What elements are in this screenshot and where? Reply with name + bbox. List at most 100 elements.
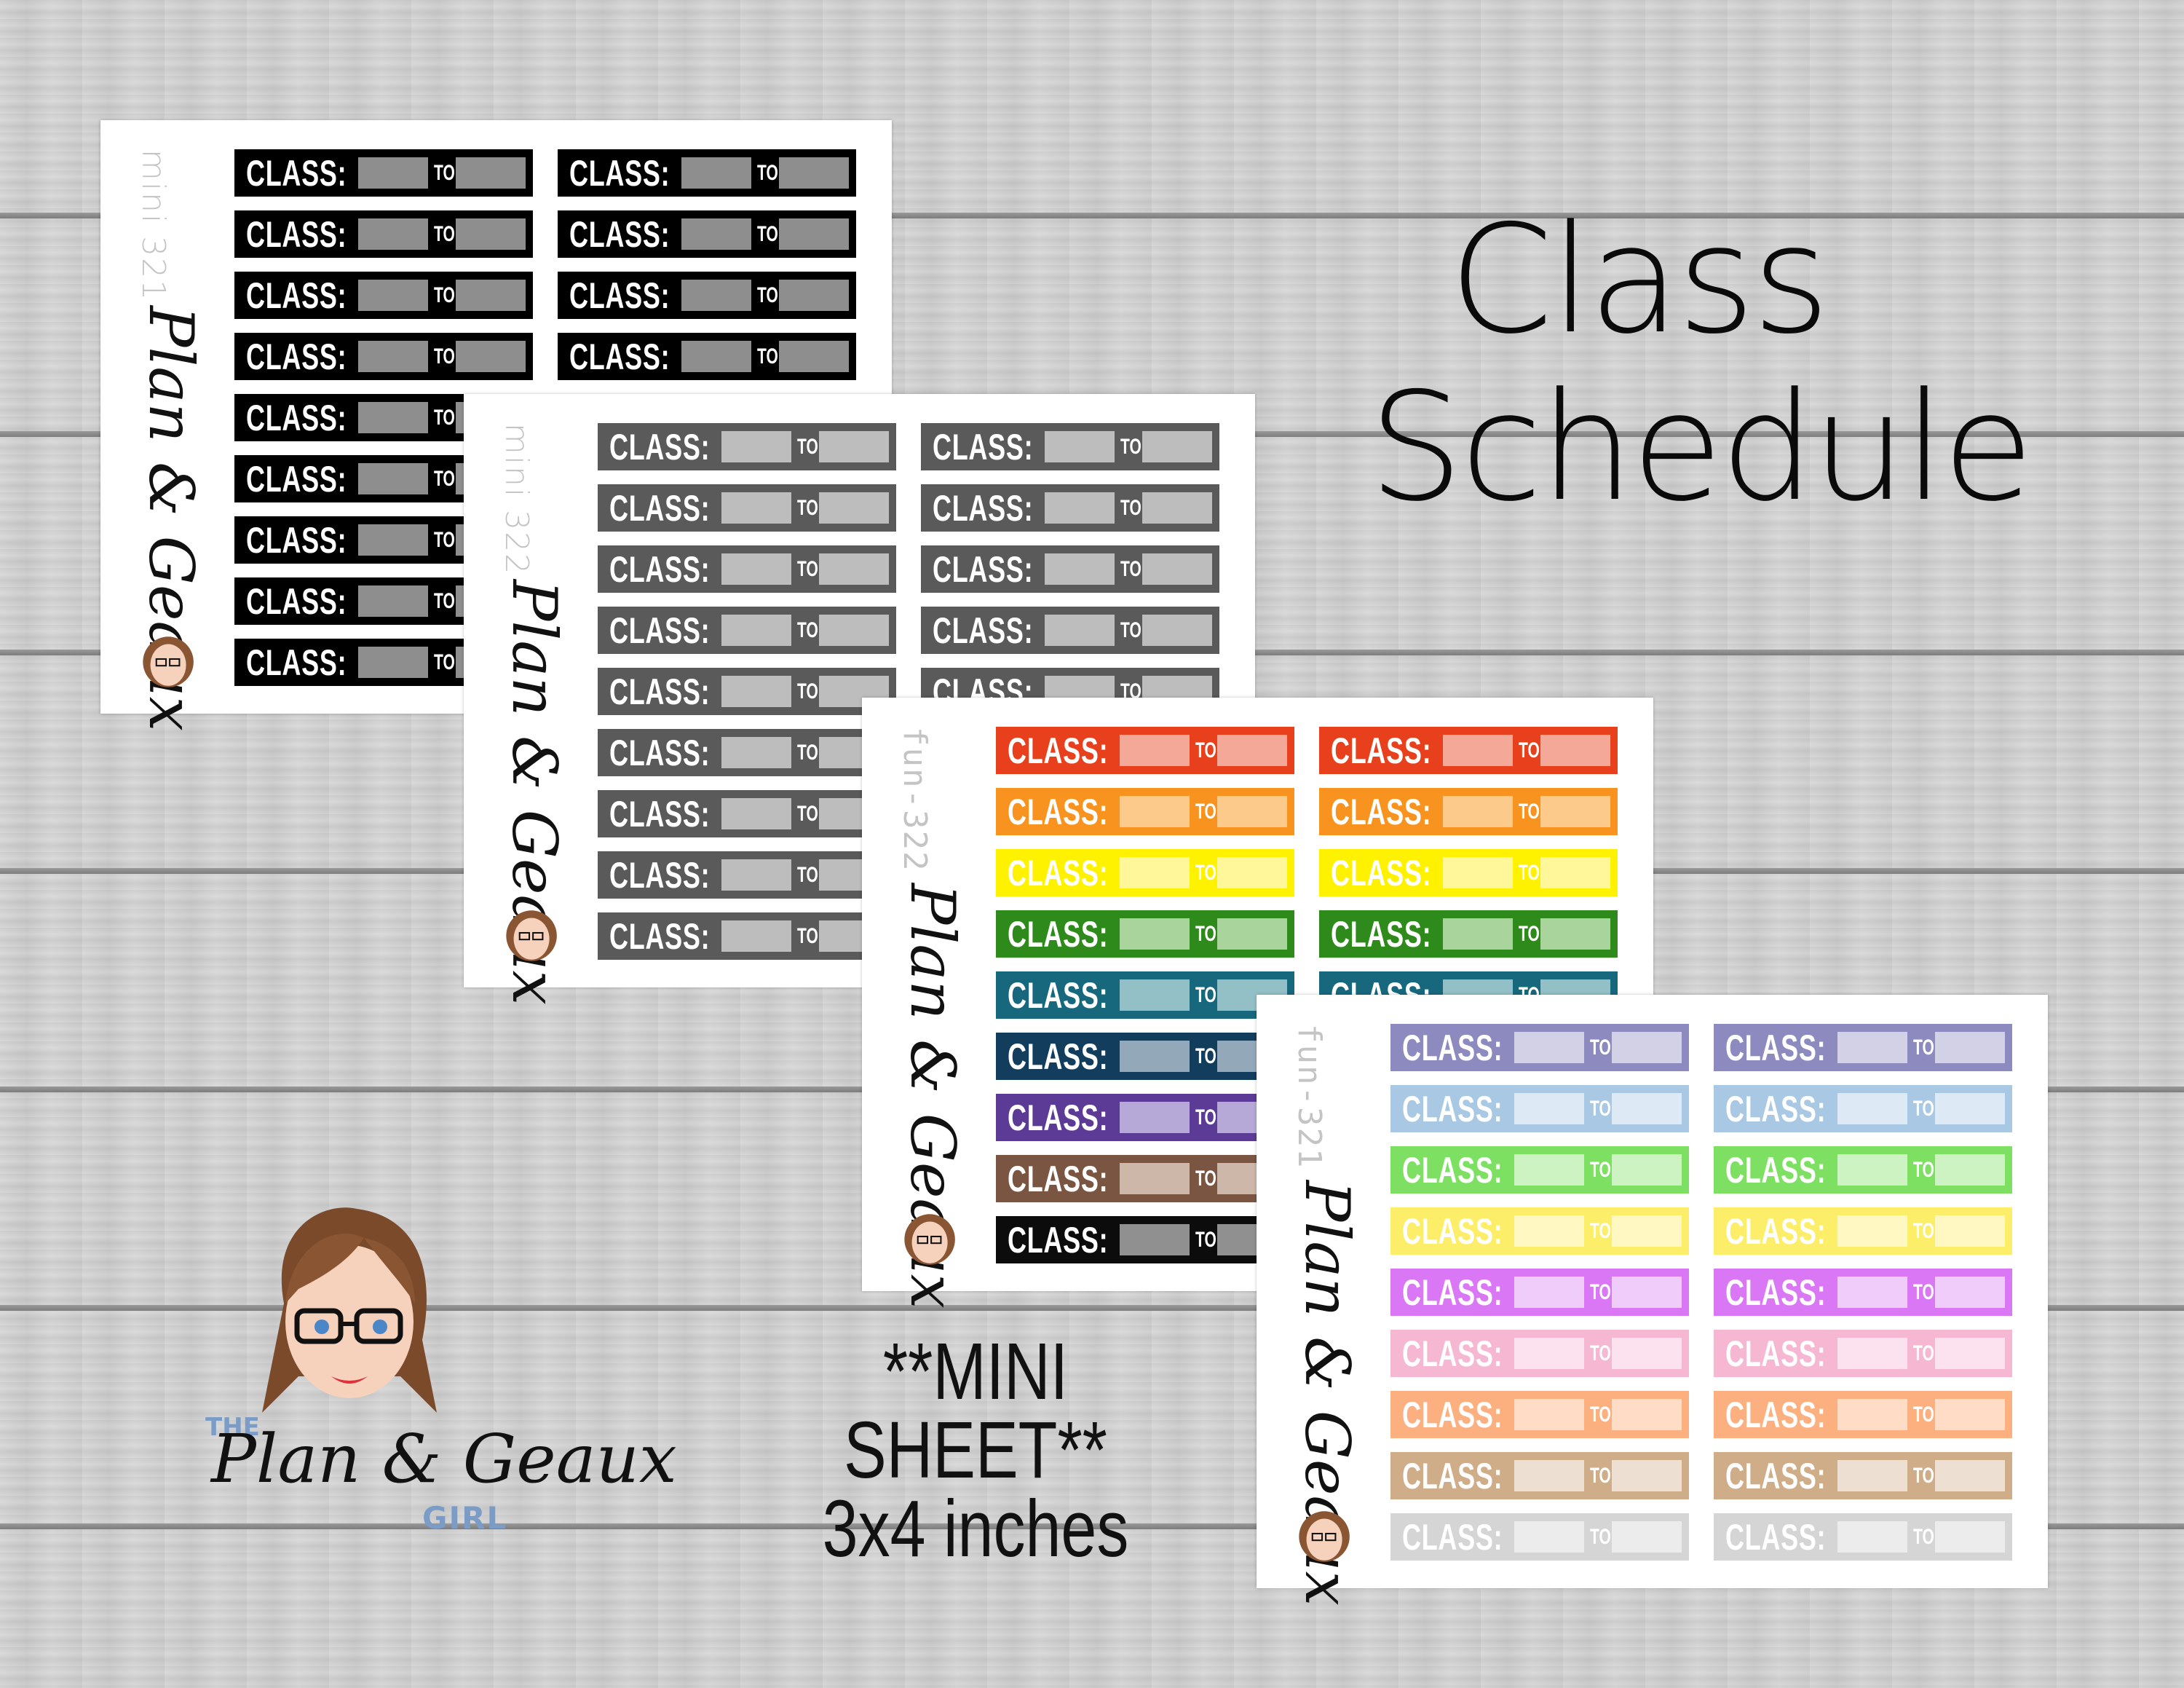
class-label: CLASS: [1402, 1028, 1503, 1068]
class-label: CLASS: [609, 427, 711, 468]
class-write-box [681, 280, 751, 311]
class-sticker: CLASS: TO [996, 727, 1294, 774]
class-write-box [1120, 1041, 1190, 1072]
class-write-box [1443, 735, 1513, 766]
class-label: CLASS: [1725, 1211, 1827, 1252]
to-label: TO [1913, 1219, 1934, 1243]
class-write-box [1120, 857, 1190, 888]
time-write-box [1935, 1399, 2005, 1430]
class-label: CLASS: [1725, 1456, 1827, 1496]
class-sticker: CLASS: TO [996, 1033, 1294, 1080]
to-label: TO [1519, 861, 1540, 885]
class-label: CLASS: [246, 153, 347, 194]
class-sticker: CLASS: TO [921, 607, 1219, 654]
to-label: TO [1590, 1525, 1611, 1549]
class-label: CLASS: [1008, 975, 1109, 1016]
time-write-box [456, 157, 526, 189]
class-sticker: CLASS: TO [234, 333, 533, 380]
to-label: TO [1120, 496, 1142, 520]
class-label: CLASS: [609, 488, 711, 529]
to-label: TO [757, 161, 778, 185]
to-label: TO [1590, 1280, 1611, 1304]
to-label: TO [1913, 1464, 1934, 1488]
class-write-box [1120, 1224, 1190, 1255]
to-label: TO [1195, 1105, 1216, 1129]
class-label: CLASS: [1725, 1150, 1827, 1191]
title-line-2: Schedule [1369, 361, 2034, 535]
to-label: TO [1590, 1158, 1611, 1182]
class-sticker: CLASS: TO [1714, 1269, 2012, 1316]
class-sticker: CLASS: TO [921, 545, 1219, 593]
class-label: CLASS: [246, 275, 347, 316]
class-label: CLASS: [1008, 792, 1109, 832]
time-write-box [1935, 1277, 2005, 1308]
class-sticker: CLASS: TO [1319, 849, 1618, 896]
time-write-box [1612, 1399, 1682, 1430]
class-write-box [358, 280, 428, 311]
class-sticker: CLASS: TO [996, 910, 1294, 958]
class-label: CLASS: [1402, 1395, 1503, 1435]
class-sticker: CLASS: TO [1390, 1269, 1689, 1316]
class-label: CLASS: [1402, 1333, 1503, 1374]
time-write-box [1612, 1338, 1682, 1369]
class-write-box [721, 676, 791, 707]
time-write-box [1612, 1154, 1682, 1186]
class-sticker: CLASS: TO [996, 788, 1294, 835]
class-write-box [1443, 796, 1513, 827]
class-label: CLASS: [933, 488, 1034, 529]
class-label: CLASS: [1402, 1272, 1503, 1313]
class-label: CLASS: [609, 610, 711, 651]
class-sticker: CLASS: TO [558, 272, 856, 319]
time-write-box [1935, 1460, 2005, 1491]
to-label: TO [1913, 1525, 1934, 1549]
class-label: CLASS: [1402, 1517, 1503, 1558]
class-write-box [1120, 979, 1190, 1011]
to-label: TO [757, 222, 778, 246]
class-write-box [1045, 492, 1115, 524]
class-write-box [1837, 1338, 1907, 1369]
class-sticker: CLASS: TO [598, 790, 896, 837]
class-label: CLASS: [1008, 1220, 1109, 1261]
class-sticker: CLASS: TO [598, 729, 896, 776]
class-label: CLASS: [246, 520, 347, 561]
class-sticker: CLASS: TO [1319, 727, 1618, 774]
class-write-box [721, 615, 791, 646]
sticker-sheet-mini-322: mini 322 Plan & Geaux CLASS: TO CLASS: TO CLAS… [464, 394, 1255, 1005]
to-label: TO [434, 467, 455, 491]
class-write-box [358, 585, 428, 617]
class-sticker: CLASS: TO [1390, 1513, 1689, 1561]
class-label: CLASS: [1331, 792, 1432, 832]
to-label: TO [1519, 922, 1540, 946]
mini-avatar-icon [506, 910, 557, 961]
class-sticker: CLASS: TO [1714, 1085, 2012, 1132]
class-label: CLASS: [1725, 1272, 1827, 1313]
to-label: TO [1913, 1403, 1934, 1427]
brand-logo: THE Plan & Geaux GIRL [197, 1194, 677, 1544]
to-label: TO [1590, 1403, 1611, 1427]
class-write-box [1837, 1154, 1907, 1186]
avatar-icon [262, 1207, 437, 1413]
class-sticker: CLASS: TO [598, 545, 896, 593]
to-label: TO [797, 863, 818, 887]
mini-sheet-note: **MINI SHEET** 3x4 inches [783, 1327, 1168, 1569]
class-write-box [721, 553, 791, 585]
time-write-box [1935, 1032, 2005, 1063]
time-write-box [1935, 1215, 2005, 1247]
class-write-box [1120, 735, 1190, 766]
class-sticker: CLASS: TO [558, 333, 856, 380]
sticker-sheet-fun-321: fun-321 Plan & Geaux CLASS: TO CLASS: TO CLASS… [1257, 995, 2048, 1606]
class-label: CLASS: [609, 733, 711, 773]
time-write-box [1612, 1093, 1682, 1124]
to-label: TO [434, 589, 455, 613]
mini-sheet-label: **MINI SHEET** [844, 1327, 1107, 1495]
class-write-box [1120, 918, 1190, 950]
time-write-box [1540, 735, 1610, 766]
time-write-box [779, 157, 849, 189]
sheet-code: fun-321 [1291, 1024, 1328, 1170]
class-label: CLASS: [1008, 853, 1109, 894]
class-sticker: CLASS: TO [1714, 1452, 2012, 1499]
to-label: TO [1195, 861, 1216, 885]
class-write-box [1120, 1163, 1190, 1194]
class-label: CLASS: [609, 916, 711, 957]
class-label: CLASS: [933, 610, 1034, 651]
